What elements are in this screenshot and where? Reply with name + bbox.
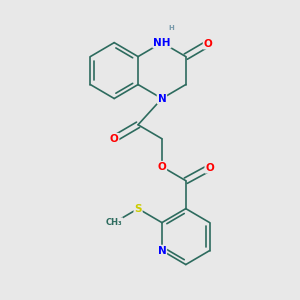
Text: CH₃: CH₃ [106, 218, 122, 227]
Text: O: O [204, 39, 212, 49]
Text: H: H [168, 25, 174, 31]
Text: NH: NH [153, 38, 171, 48]
Text: S: S [134, 204, 142, 214]
Text: O: O [205, 163, 214, 173]
Text: N: N [158, 246, 166, 256]
Text: O: O [110, 134, 118, 144]
Text: N: N [158, 94, 166, 103]
Text: O: O [158, 162, 166, 172]
